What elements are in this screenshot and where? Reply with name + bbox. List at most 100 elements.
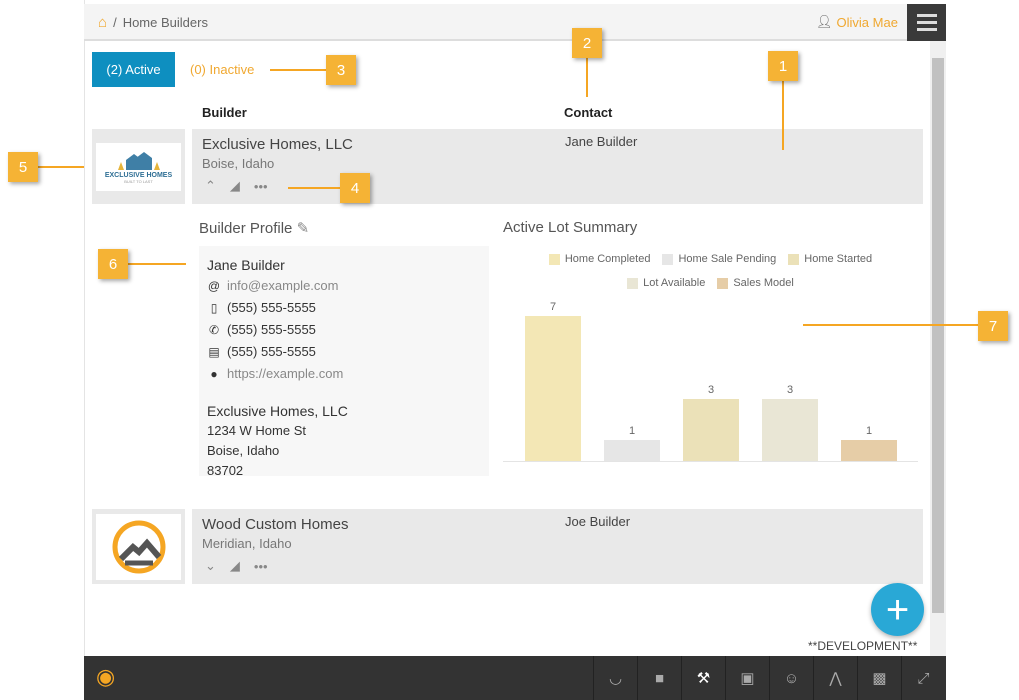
breadcrumb-separator: /	[113, 15, 117, 30]
add-builder-button[interactable]: +	[871, 583, 924, 636]
legend-swatch	[662, 253, 674, 265]
legend-swatch	[548, 253, 560, 265]
chart-icon[interactable]: ⋀	[813, 656, 857, 700]
scrollbar-thumb[interactable]	[932, 58, 944, 613]
column-header-builder: Builder	[202, 105, 247, 120]
profile-name: Jane Builder	[207, 257, 285, 273]
legend-label: Sales Model	[733, 277, 794, 289]
dashboard-icon[interactable]: ◡	[593, 656, 637, 700]
chart-title: Active Lot Summary	[503, 219, 638, 236]
user-icon: 👤︎	[816, 14, 833, 29]
environment-label: **DEVELOPMENT**	[808, 639, 918, 653]
app-logo-icon[interactable]: ◉	[96, 664, 116, 689]
bar-value-label: 3	[707, 383, 715, 396]
breadcrumb: ⌂ / Home Builders	[98, 14, 208, 31]
legend-label: Home Started	[804, 253, 873, 265]
callout-line	[38, 166, 84, 168]
house-logo-icon	[112, 520, 165, 573]
bottom-toolbar	[84, 656, 946, 700]
profile-street: 1234 W Home St	[207, 423, 306, 438]
hamburger-menu-button[interactable]	[907, 4, 946, 41]
builder-name[interactable]: Exclusive Homes, LLC	[202, 136, 353, 153]
builder-location: Meridian, Idaho	[202, 536, 292, 551]
profile-phone: (555) 555-5555	[227, 322, 316, 337]
builder-name[interactable]: Wood Custom Homes	[202, 516, 349, 533]
bar-value-label: 7	[549, 301, 557, 313]
legend-swatch	[788, 253, 800, 265]
at-icon: @	[207, 279, 221, 293]
legend-label: Lot Available	[643, 277, 706, 289]
tab-inactive[interactable]: (0) Inactive	[190, 62, 255, 77]
tab-active[interactable]: (2) Active	[92, 52, 175, 87]
row-actions: ⌄ ◢ •••	[205, 558, 268, 574]
home-icon[interactable]: ⌂	[98, 14, 108, 31]
row-actions: ⌃ ◢ •••	[205, 178, 268, 194]
profile-card: Jane Builder @ info@example.com ▯ (555) 55…	[199, 246, 489, 478]
logo-text: EXCLUSIVE HOMES	[104, 171, 173, 179]
fullscreen-icon[interactable]: ⤢	[901, 656, 945, 700]
chart-legend: Home Completed Home Sale Pending Home Star…	[503, 253, 918, 289]
callout-3: 3	[326, 55, 356, 85]
builder-row[interactable]	[192, 509, 923, 584]
legend-label: Home Sale Pending	[678, 253, 777, 265]
builder-contact: Joe Builder	[565, 514, 631, 529]
header-bar	[84, 4, 907, 41]
builder-row[interactable]	[192, 129, 923, 204]
legend-item[interactable]: Home Completed	[548, 253, 650, 265]
chevron-down-icon[interactable]: ⌄	[205, 558, 216, 573]
legend-item[interactable]: Lot Available	[627, 277, 705, 289]
callout-line	[288, 187, 340, 189]
callout-6: 6	[98, 249, 128, 279]
lots-icon[interactable]: ◢	[229, 178, 240, 193]
legend-item[interactable]: Sales Model	[717, 277, 794, 289]
builder-profile-title: Builder Profile ✎	[199, 220, 310, 237]
bar-chart: 7 1 3 3 1	[503, 290, 918, 462]
bar-value-label: 1	[628, 425, 636, 438]
profile-fax: (555) 555-5555	[227, 344, 316, 359]
bar[interactable]	[525, 316, 581, 461]
more-icon[interactable]: •••	[253, 178, 268, 194]
callout-line	[586, 55, 588, 97]
profile-company: Exclusive Homes, LLC	[207, 403, 348, 419]
briefcase-icon[interactable]: ▩	[857, 656, 901, 700]
logo-subtext: BUILT TO LAST	[124, 178, 153, 184]
bar[interactable]	[762, 398, 818, 461]
lots-icon[interactable]: ◢	[229, 558, 240, 573]
fax-icon: ▤	[208, 345, 220, 359]
more-icon[interactable]: •••	[253, 558, 268, 574]
builder-logo	[92, 509, 185, 584]
folder-icon[interactable]: ■	[637, 656, 681, 700]
people-icon[interactable]: ☺	[769, 656, 813, 700]
profile-email[interactable]: info@example.com	[227, 278, 339, 293]
legend-swatch	[717, 277, 729, 289]
house-logo-icon	[117, 151, 160, 170]
user-name[interactable]: Olivia Mae	[836, 14, 898, 30]
legend-item[interactable]: Home Started	[788, 253, 872, 265]
bar[interactable]	[683, 398, 739, 461]
legend-swatch	[627, 277, 639, 289]
image-icon[interactable]: ▣	[725, 656, 769, 700]
profile-website[interactable]: https://example.com	[227, 366, 344, 381]
profile-mobile: (555) 555-5555	[227, 300, 316, 315]
callout-1: 1	[768, 51, 798, 81]
column-header-contact: Contact	[564, 105, 613, 120]
builder-logo: EXCLUSIVE HOMES BUILT TO LAST	[92, 129, 185, 204]
callout-line	[782, 75, 784, 150]
profile-city: Boise, Idaho	[207, 443, 280, 458]
bar[interactable]	[841, 440, 897, 461]
legend-item[interactable]: Home Sale Pending	[662, 253, 776, 265]
user-menu[interactable]: 👤︎ Olivia Mae	[816, 14, 898, 30]
edit-pencil-icon[interactable]: ✎	[296, 220, 310, 237]
chevron-up-icon[interactable]: ⌃	[205, 178, 216, 193]
globe-icon: ●	[210, 367, 218, 381]
profile-zip: 83702	[207, 463, 244, 478]
callout-line	[128, 263, 186, 265]
callout-line	[270, 69, 326, 71]
callout-line	[803, 324, 978, 326]
builder-location: Boise, Idaho	[202, 156, 275, 171]
callout-4: 4	[340, 173, 370, 203]
mobile-icon: ▯	[210, 301, 218, 315]
bar[interactable]	[604, 440, 660, 461]
hammer-icon[interactable]: ⚒	[681, 656, 725, 700]
builder-contact: Jane Builder	[565, 134, 638, 149]
